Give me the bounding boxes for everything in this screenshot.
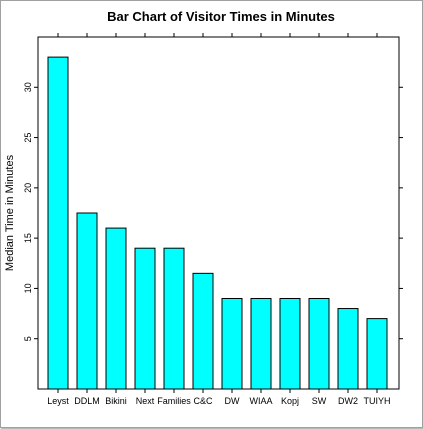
bar-c-c: [192, 272, 214, 390]
chart-title: Bar Chart of Visitor Times in Minutes: [107, 9, 335, 24]
x-tick-label: Next: [136, 396, 155, 406]
y-tick-label: 10: [23, 283, 33, 293]
y-tick-label: 25: [23, 133, 33, 143]
x-tick-label: Families: [157, 396, 191, 406]
bar-wiaa: [250, 297, 272, 390]
x-tick-label: SW: [312, 396, 327, 406]
bar-ddlm: [76, 212, 98, 390]
bar-leyst: [47, 56, 69, 390]
x-tick-label: Bikini: [105, 396, 127, 406]
bars-group: [47, 56, 388, 390]
y-axis-ticks: 5 10 15 20 25 30: [23, 82, 403, 341]
bar-tuiyh: [366, 318, 388, 390]
x-tick-label: DDLM: [74, 396, 100, 406]
y-tick-label: 20: [23, 183, 33, 193]
x-tick-label: DW: [225, 396, 240, 406]
y-tick-label: 5: [23, 336, 33, 341]
bar-sw: [308, 297, 330, 390]
bar-bikini: [105, 227, 127, 390]
x-tick-label: Kopj: [281, 396, 299, 406]
bar-kopj: [279, 297, 301, 390]
x-tick-label: C&C: [193, 396, 213, 406]
x-tick-label: DW2: [338, 396, 358, 406]
bar-families: [163, 247, 185, 390]
x-tick-label: Leyst: [47, 396, 69, 406]
x-axis-ticks: Leyst DDLM Bikini Next Families C&C DW WIAA Kopj…: [47, 33, 391, 406]
plot-area: [37, 36, 400, 390]
bar-next: [134, 247, 156, 390]
y-tick-label: 15: [23, 233, 33, 243]
bar-dw2: [337, 308, 359, 390]
bar-dw: [221, 297, 243, 390]
x-tick-label: TUIYH: [364, 396, 391, 406]
y-tick-label: 30: [23, 82, 33, 92]
x-tick-label: WIAA: [249, 396, 272, 406]
y-axis-label: Median Time in Minutes: [4, 154, 16, 271]
